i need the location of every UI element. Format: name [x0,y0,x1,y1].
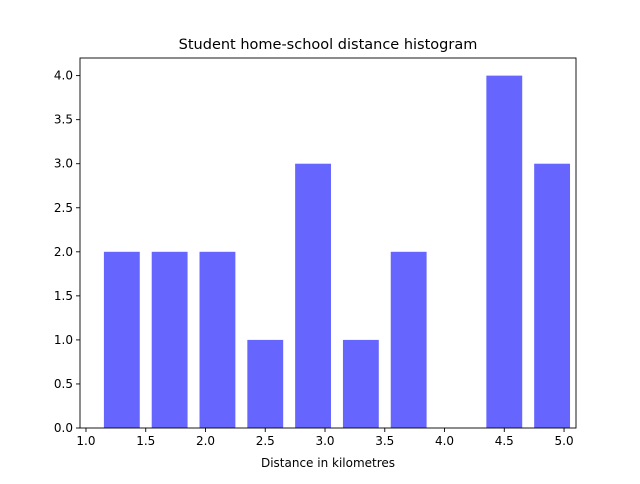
histogram-bar [486,75,523,428]
x-tick-label: 4.5 [495,434,514,448]
histogram-bar [151,251,188,428]
x-tick-label: 1.5 [136,434,155,448]
histogram-bar [295,163,331,428]
histogram-bar [199,251,236,428]
x-tick-label: 4.0 [435,434,454,448]
y-axis-ticks: 0.0 0.5 1.0 1.5 2.0 2.5 3.0 3.5 4.0 [54,69,80,435]
y-tick-label: 0.0 [54,421,73,435]
x-axis-ticks: 1.0 1.5 2.0 2.5 3.0 3.5 4.0 4.5 5.0 [76,428,574,448]
y-tick-label: 1.0 [54,333,73,347]
y-tick-label: 4.0 [54,69,73,83]
histogram-bar [342,339,379,428]
x-axis-label: Distance in kilometres [261,456,395,470]
chart-title: Student home-school distance histogram [179,37,478,53]
y-tick-label: 2.5 [54,201,73,215]
histogram-bar [390,251,427,428]
y-tick-label: 0.5 [54,377,73,391]
x-tick-label: 3.5 [375,434,394,448]
x-tick-label: 3.0 [315,434,334,448]
x-tick-label: 2.0 [196,434,215,448]
histogram-bar [103,251,140,428]
y-tick-label: 3.5 [54,113,73,127]
x-tick-label: 2.5 [256,434,275,448]
histogram-bar [247,339,284,428]
plot-area-frame [79,57,577,429]
bars-group [103,75,571,428]
y-tick-label: 3.0 [54,157,73,171]
y-tick-label: 1.5 [54,289,73,303]
x-tick-label: 5.0 [555,434,574,448]
histogram-bar [534,163,571,428]
x-tick-label: 1.0 [76,434,95,448]
y-tick-label: 2.0 [54,245,73,259]
